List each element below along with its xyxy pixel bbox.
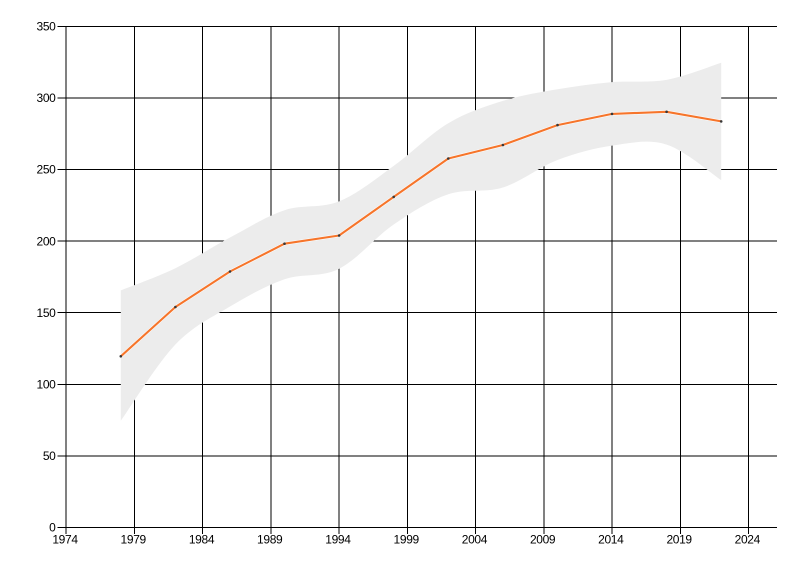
svg-text:0: 0 — [49, 521, 56, 535]
svg-text:1974: 1974 — [52, 533, 78, 547]
svg-text:2004: 2004 — [462, 533, 488, 547]
svg-text:2014: 2014 — [598, 533, 624, 547]
svg-text:1999: 1999 — [394, 533, 420, 547]
svg-text:250: 250 — [37, 163, 57, 177]
svg-text:1989: 1989 — [257, 533, 283, 547]
svg-text:2024: 2024 — [735, 533, 761, 547]
svg-text:1979: 1979 — [121, 533, 147, 547]
svg-text:200: 200 — [37, 234, 57, 248]
svg-text:100: 100 — [37, 378, 57, 392]
svg-text:2019: 2019 — [666, 533, 692, 547]
svg-text:2009: 2009 — [530, 533, 556, 547]
svg-text:50: 50 — [43, 449, 56, 463]
svg-text:1984: 1984 — [189, 533, 215, 547]
svg-text:350: 350 — [37, 20, 57, 34]
svg-text:1994: 1994 — [325, 533, 351, 547]
svg-text:300: 300 — [37, 91, 57, 105]
svg-text:150: 150 — [37, 306, 57, 320]
